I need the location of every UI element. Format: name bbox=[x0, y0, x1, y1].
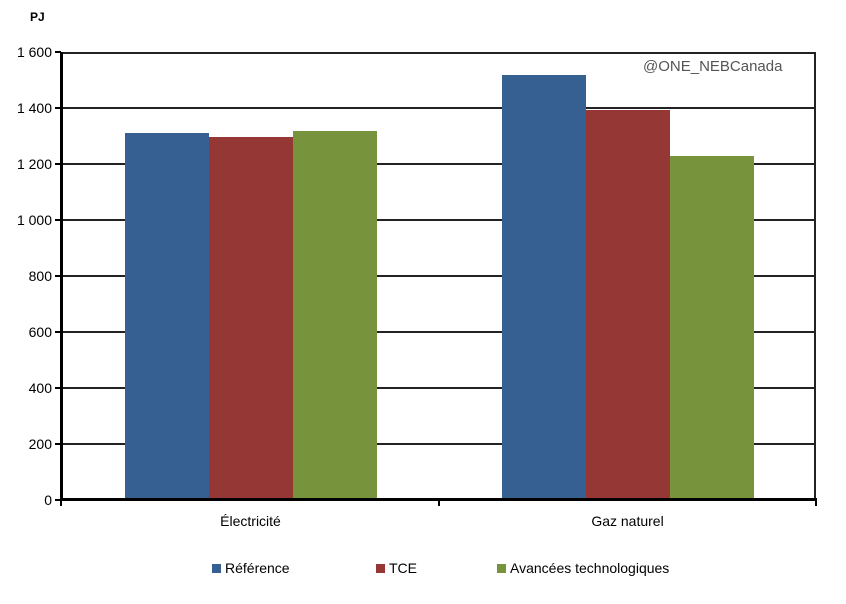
y-tick-label: 1 600 bbox=[16, 44, 52, 60]
y-tick-label: 400 bbox=[28, 380, 52, 396]
legend-item: TCE bbox=[376, 560, 417, 576]
legend-item: Avancées technologiques bbox=[497, 560, 669, 576]
y-tick-mark bbox=[55, 443, 61, 445]
legend-swatch-icon bbox=[376, 563, 385, 573]
legend-label: Référence bbox=[225, 560, 290, 576]
x-category-label: Électricité bbox=[220, 513, 281, 529]
y-tick-mark bbox=[55, 499, 61, 501]
legend-label: TCE bbox=[389, 560, 417, 576]
gridline bbox=[62, 331, 816, 333]
y-tick-label: 800 bbox=[28, 268, 52, 284]
gridline bbox=[62, 219, 816, 221]
legend-label: Avancées technologiques bbox=[510, 560, 670, 576]
y-tick-mark bbox=[55, 163, 61, 165]
x-tick-mark bbox=[438, 500, 440, 506]
x-tick-mark bbox=[60, 500, 62, 506]
legend-item: Référence bbox=[212, 560, 290, 576]
y-tick-mark bbox=[55, 387, 61, 389]
y-tick-mark bbox=[55, 51, 61, 53]
bar-0-2 bbox=[292, 130, 377, 500]
legend-swatch-icon bbox=[497, 563, 506, 573]
legend-swatch-icon bbox=[212, 563, 221, 573]
y-tick-mark bbox=[55, 219, 61, 221]
y-tick-label: 0 bbox=[44, 492, 52, 508]
gridline bbox=[62, 275, 816, 277]
gridline bbox=[62, 387, 816, 389]
y-axis-unit-label: PJ bbox=[30, 10, 45, 24]
x-category-label: Gaz naturel bbox=[591, 513, 664, 529]
bar-0-1 bbox=[208, 137, 293, 500]
bar-1-2 bbox=[669, 155, 754, 500]
x-tick-mark bbox=[815, 500, 817, 506]
bar-0-0 bbox=[124, 132, 209, 500]
y-tick-label: 1 200 bbox=[16, 156, 52, 172]
y-tick-mark bbox=[55, 275, 61, 277]
gridline bbox=[62, 443, 816, 445]
bar-1-0 bbox=[501, 74, 586, 500]
y-axis bbox=[60, 52, 63, 501]
watermark: @ONE_NEBCanada bbox=[643, 58, 783, 75]
y-tick-mark bbox=[55, 107, 61, 109]
x-axis bbox=[60, 498, 817, 501]
y-tick-label: 1 400 bbox=[16, 100, 52, 116]
bar-1-1 bbox=[585, 109, 670, 500]
y-tick-label: 1 000 bbox=[16, 212, 52, 228]
y-tick-mark bbox=[55, 331, 61, 333]
gridline bbox=[62, 163, 816, 165]
gridline bbox=[62, 107, 816, 109]
legend: Référence TCE Avancées technologiques bbox=[0, 560, 846, 580]
y-tick-label: 600 bbox=[28, 324, 52, 340]
y-tick-label: 200 bbox=[28, 436, 52, 452]
